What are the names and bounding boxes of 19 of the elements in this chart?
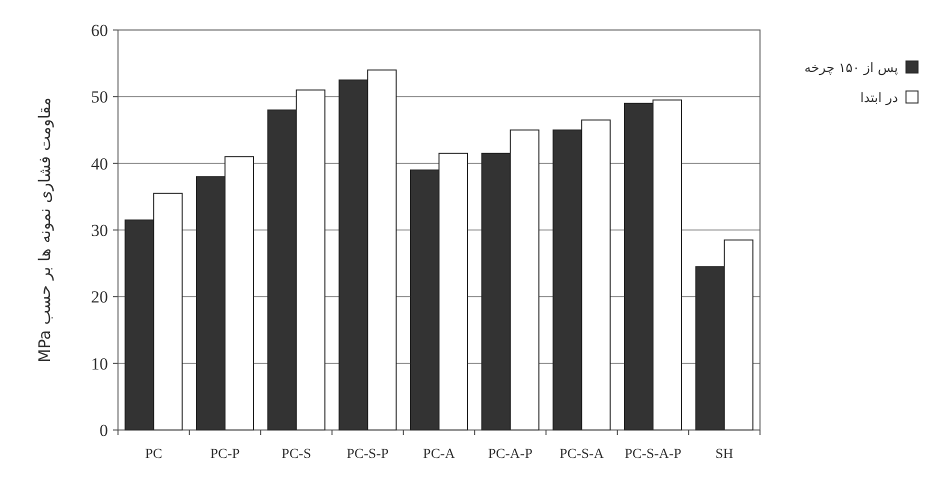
y-tick-label: 30 xyxy=(91,221,108,240)
x-tick-label: PC xyxy=(145,447,162,462)
legend-label: در ابتدا xyxy=(860,91,898,106)
x-tick-label: PC-A-P xyxy=(488,447,533,462)
y-tick-label: 20 xyxy=(91,288,108,307)
x-tick-label: PC-S xyxy=(282,447,312,462)
y-tick-label: 50 xyxy=(91,88,108,107)
x-tick-label: PC-S-A xyxy=(559,447,605,462)
x-tick-label: PC-A xyxy=(423,447,456,462)
y-tick-label: 0 xyxy=(100,421,108,440)
y-axis-title: مقاومت فشاری نمونه ها بر حسب MPa xyxy=(35,97,54,363)
x-tick-label: PC-S-A-P xyxy=(624,447,682,462)
x-tick-label: PC-S-P xyxy=(346,447,389,462)
y-tick-label: 40 xyxy=(91,154,108,174)
x-tick-label: PC-P xyxy=(210,447,240,462)
legend-label: پس از ۱۵۰ چرخه xyxy=(804,61,898,76)
y-tick-label: 10 xyxy=(91,354,108,374)
y-tick-label: 60 xyxy=(91,21,108,40)
x-tick-label: SH xyxy=(715,447,734,462)
